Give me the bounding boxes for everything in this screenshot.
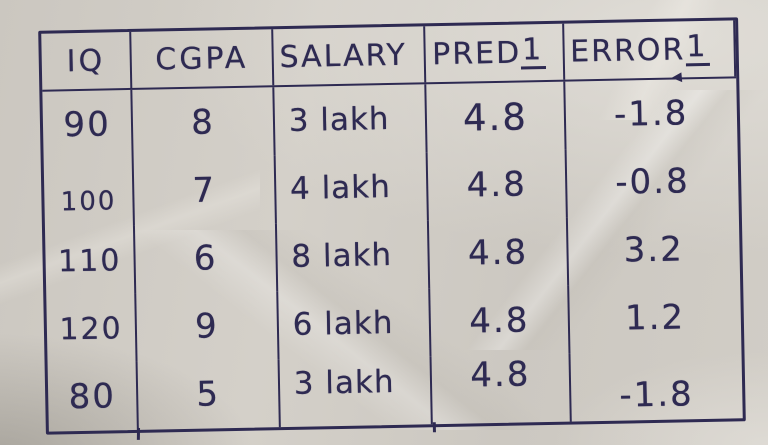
cell-value: 6 bbox=[193, 238, 218, 279]
column-header-error1: ERROR 1 bbox=[563, 20, 737, 80]
cell-pred1: 4.8 bbox=[429, 217, 569, 289]
cell-value: -1.8 bbox=[613, 93, 689, 135]
column-header-iq: IQ bbox=[41, 31, 133, 90]
cell-value: 3 lakh bbox=[288, 101, 390, 139]
cell-error1: -0.8 bbox=[566, 146, 739, 217]
cell-value: 5 bbox=[195, 374, 221, 415]
column-header-label: PRED bbox=[431, 34, 522, 72]
cell-iq: 110 bbox=[44, 225, 137, 296]
column-header-label: SALARY bbox=[279, 37, 408, 75]
cell-value: 4.8 bbox=[466, 164, 528, 206]
cell-pred1: 4.8 bbox=[428, 149, 568, 221]
pen-overshoot bbox=[136, 427, 140, 440]
cell-iq: 100 bbox=[43, 157, 136, 228]
cell-value: 8 lakh bbox=[291, 237, 393, 275]
cell-value: 8 bbox=[190, 102, 216, 143]
cell-error1: 1.2 bbox=[569, 282, 742, 353]
cell-salary: 8 lakh bbox=[276, 220, 431, 292]
cell-value: 80 bbox=[68, 376, 117, 418]
column-header-label: IQ bbox=[66, 42, 106, 79]
column-header-salary: SALARY bbox=[272, 26, 427, 86]
cell-value: 9 bbox=[194, 306, 220, 347]
column-header-pred1: PRED 1 bbox=[425, 23, 565, 83]
column-header-label: CGPA bbox=[154, 40, 249, 78]
handwritten-table: IQ CGPA SALARY PRED 1 ERROR 1 90 8 3 lakh … bbox=[38, 17, 746, 440]
cell-value: -0.8 bbox=[614, 161, 691, 203]
cell-iq: 90 bbox=[42, 89, 134, 160]
cell-cgpa: 5 bbox=[137, 359, 281, 430]
cell-value: 3.2 bbox=[623, 229, 685, 271]
cell-salary: 3 lakh bbox=[274, 84, 429, 156]
cell-pred1: 4.8 bbox=[426, 81, 567, 153]
cell-error1: -1.8 bbox=[565, 78, 738, 149]
cell-error1: -1.8 bbox=[570, 350, 743, 421]
cell-value: 1.2 bbox=[624, 297, 686, 339]
cell-cgpa: 6 bbox=[135, 223, 279, 294]
cell-value: 4.8 bbox=[467, 232, 529, 274]
cell-pred1: 4.8 bbox=[430, 285, 571, 357]
cell-iq: 120 bbox=[46, 293, 138, 364]
cell-value: 7 bbox=[192, 170, 217, 211]
underlined-suffix: 1 bbox=[520, 32, 546, 70]
column-header-label: ERROR bbox=[569, 31, 686, 70]
column-header-cgpa: CGPA bbox=[131, 29, 275, 88]
table-row: 80 5 3 lakh 4.8 -1.8 bbox=[47, 350, 743, 432]
cell-cgpa: 9 bbox=[136, 291, 280, 362]
cell-cgpa: 7 bbox=[133, 155, 277, 226]
cell-salary: 3 lakh bbox=[279, 356, 434, 428]
cell-value: 4 lakh bbox=[289, 169, 392, 207]
cell-pred1: 4.8 bbox=[431, 353, 572, 425]
cell-value: 6 lakh bbox=[292, 304, 394, 343]
cell-value: 4.8 bbox=[462, 94, 529, 140]
cell-value: 110 bbox=[57, 242, 122, 279]
pen-overshoot bbox=[433, 422, 436, 433]
cell-value: 100 bbox=[60, 186, 117, 218]
cell-value: 4.8 bbox=[469, 354, 531, 396]
underlined-suffix: 1 bbox=[684, 29, 710, 67]
cell-error1: 3.2 bbox=[567, 214, 740, 285]
cell-value: -1.8 bbox=[618, 374, 695, 416]
cell-salary: 4 lakh bbox=[275, 152, 430, 224]
cell-value: 3 lakh bbox=[293, 363, 395, 402]
cell-value: 120 bbox=[59, 310, 123, 347]
cell-value: 90 bbox=[63, 104, 112, 146]
cell-salary: 6 lakh bbox=[278, 288, 432, 360]
cell-cgpa: 8 bbox=[132, 87, 276, 158]
cell-iq: 80 bbox=[47, 361, 140, 432]
cell-value: 4.8 bbox=[468, 300, 530, 342]
